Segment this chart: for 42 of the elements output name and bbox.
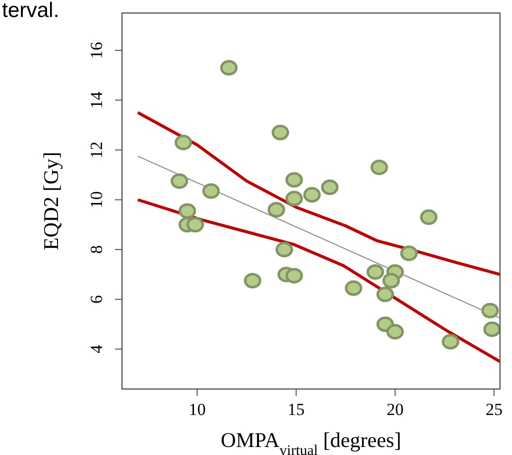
point (285, 172, 303, 188)
point (382, 272, 400, 288)
x-tick-label: 25 (486, 400, 503, 419)
y-tick-label: 8 (87, 245, 106, 254)
y-tick-label: 10 (87, 191, 106, 208)
line-series (136, 111, 500, 276)
point (420, 209, 438, 225)
point (366, 264, 384, 280)
line-series (136, 198, 500, 364)
x-tick-label: 20 (386, 400, 404, 419)
point (285, 190, 303, 206)
y-tick-label: 14 (87, 91, 106, 109)
y-axis-title: EQD2 [Gy] (39, 152, 63, 250)
y-tick-label: 4 (87, 344, 106, 354)
point (303, 187, 321, 203)
point (220, 60, 238, 76)
point (376, 286, 394, 302)
x-tick-label: 10 (188, 400, 206, 419)
text: terval. (2, 0, 60, 22)
point (344, 280, 362, 296)
point (272, 124, 290, 140)
y-tick-label: 6 (87, 295, 106, 304)
point (285, 268, 303, 284)
point (170, 173, 188, 189)
point (174, 134, 192, 150)
point (400, 246, 418, 262)
point (178, 203, 196, 219)
point (268, 202, 286, 218)
point (386, 324, 404, 340)
point (442, 334, 460, 350)
y-tick-label: 12 (87, 141, 106, 158)
point (483, 321, 500, 337)
x-axis-title: OMPA$_{virtual}$ [degrees] (220, 428, 402, 455)
point (481, 302, 499, 318)
point (321, 180, 339, 196)
point (202, 183, 220, 199)
y-tick-label: 16 (87, 42, 106, 59)
point (186, 216, 204, 232)
point (276, 242, 294, 258)
x-tick-label: 15 (288, 400, 305, 419)
point (244, 272, 262, 288)
point (370, 160, 388, 176)
